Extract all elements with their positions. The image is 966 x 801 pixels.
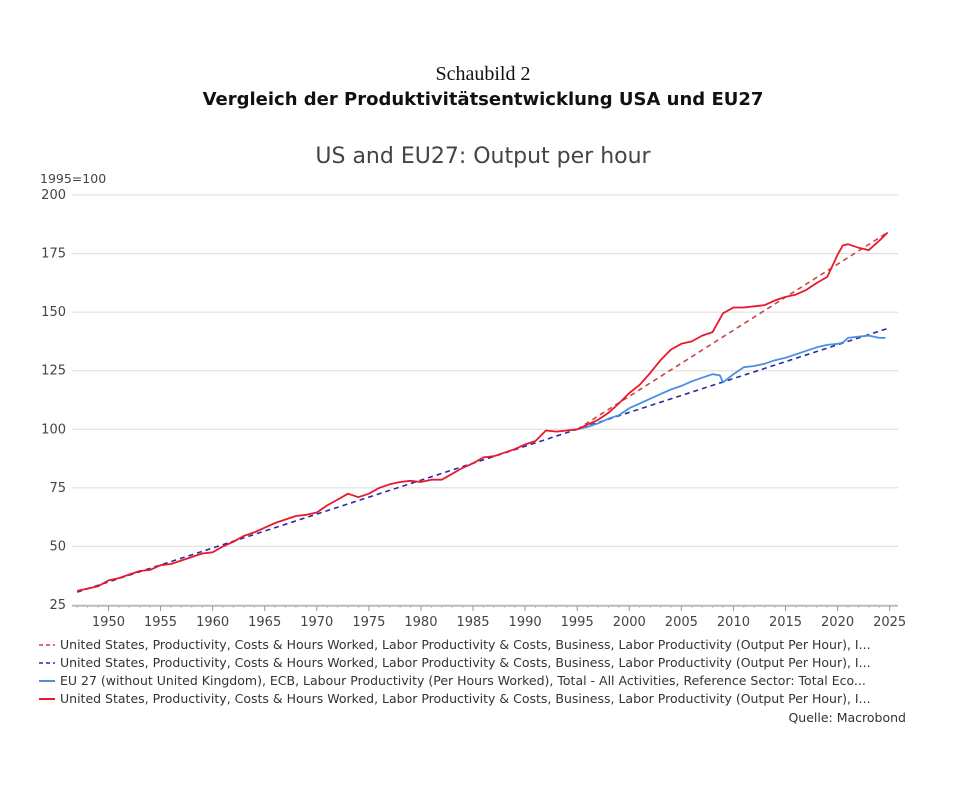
series-line-eu27 [576, 334, 886, 431]
legend-swatch-us-trend-post1995 [39, 644, 55, 646]
y-tick-label: 125 [41, 364, 66, 379]
chart-legend: United States, Productivity, Costs & Hou… [38, 636, 918, 708]
y-tick-label: 50 [49, 539, 66, 554]
x-tick-label: 2010 [717, 615, 750, 630]
legend-item: EU 27 (without United Kingdom), ECB, Lab… [38, 672, 918, 690]
y-tick-label: 25 [49, 598, 66, 613]
series-line-us-trend-post1995 [576, 231, 889, 430]
x-tick-label: 1985 [456, 615, 489, 630]
x-tick-label: 1995 [561, 615, 594, 630]
x-tick-label: 1960 [196, 615, 229, 630]
x-tick-label: 1950 [92, 615, 125, 630]
x-tick-label: 2015 [769, 615, 802, 630]
x-tick-label: 2000 [613, 615, 646, 630]
x-tick-label: 1965 [248, 615, 281, 630]
legend-label: EU 27 (without United Kingdom), ECB, Lab… [60, 673, 866, 688]
legend-label: United States, Productivity, Costs & Hou… [60, 637, 871, 652]
legend-label: United States, Productivity, Costs & Hou… [60, 655, 871, 670]
y-tick-label: 150 [41, 305, 66, 320]
x-tick-label: 2025 [873, 615, 906, 630]
x-tick-label: 1955 [144, 615, 177, 630]
figure-title: Vergleich der Produktivitätsentwicklung … [202, 89, 764, 110]
y-tick-label: 200 [41, 188, 66, 203]
source-note: Quelle: Macrobond [788, 710, 906, 725]
chart-title: US and EU27: Output per hour [315, 144, 651, 169]
legend-item: United States, Productivity, Costs & Hou… [38, 636, 918, 654]
x-tick-label: 2005 [665, 615, 698, 630]
series-line-us-trend-pre1995 [76, 327, 888, 593]
legend-swatch-us-productivity [39, 698, 55, 700]
x-tick-label: 1980 [404, 615, 437, 630]
x-tick-label: 1970 [300, 615, 333, 630]
legend-item: United States, Productivity, Costs & Hou… [38, 690, 918, 708]
legend-item: United States, Productivity, Costs & Hou… [38, 654, 918, 672]
line-chart: 25 50 75 100 125 150 175 200 1995=100 1950 1955 196… [40, 171, 906, 630]
x-tick-label: 1975 [352, 615, 385, 630]
y-axis-label: 1995=100 [40, 171, 106, 186]
series-line-us-productivity [77, 231, 889, 592]
x-tick-label: 2020 [821, 615, 854, 630]
legend-swatch-eu27 [39, 680, 55, 682]
y-tick-label: 175 [41, 247, 66, 262]
legend-swatch-us-trend-pre1995 [39, 662, 55, 664]
y-tick-label: 100 [41, 422, 66, 437]
x-tick-label: 1990 [509, 615, 542, 630]
y-tick-label: 75 [49, 481, 66, 496]
legend-label: United States, Productivity, Costs & Hou… [60, 691, 871, 706]
figure-supertitle: Schaubild 2 [435, 63, 531, 85]
